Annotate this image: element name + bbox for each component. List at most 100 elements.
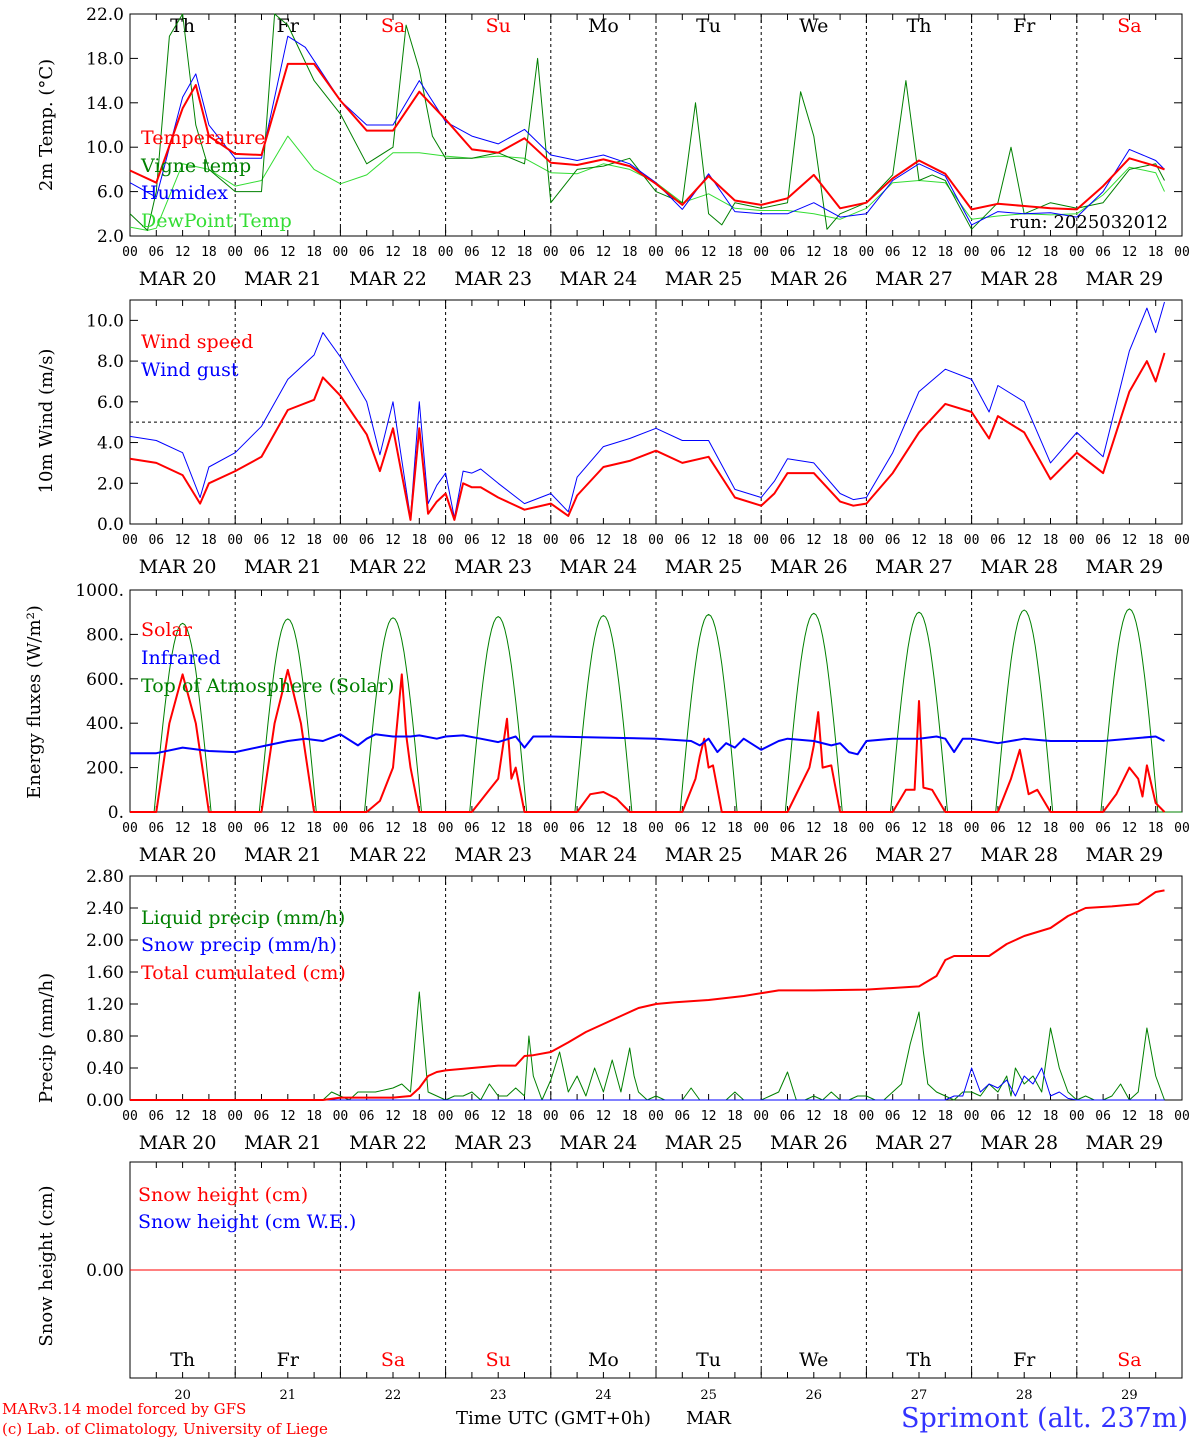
- series-vigne-temp-line: [129, 13, 1165, 231]
- hour-label: 12: [385, 821, 401, 836]
- hour-label: 00: [227, 821, 243, 836]
- panel-wind: 10m Wind (m/s) Wind speed Wind gust: [36, 331, 253, 493]
- hour-label: 06: [254, 533, 270, 548]
- hour-label: 12: [806, 533, 822, 548]
- date-label: MAR 23: [454, 556, 532, 578]
- date-label: MAR 25: [665, 556, 743, 578]
- hour-label: 06: [359, 821, 375, 836]
- hour-label: 00: [227, 1109, 243, 1124]
- ylabel-precip: Precip (mm/h): [36, 973, 57, 1103]
- date-label: MAR 28: [980, 844, 1058, 866]
- hour-label: 18: [411, 533, 427, 548]
- footer: MARv3.14 model forced by GFS (c) Lab. of…: [2, 1400, 1188, 1438]
- hour-label: 12: [280, 533, 296, 548]
- hour-label: 06: [569, 821, 585, 836]
- date-label: MAR 26: [770, 556, 848, 578]
- hour-label: 00: [964, 533, 980, 548]
- hour-label: 06: [674, 821, 690, 836]
- hour-label: 18: [411, 821, 427, 836]
- series-solar-line: [130, 668, 1166, 813]
- weekday-label: Sa: [1117, 15, 1141, 37]
- hour-label: 00: [753, 821, 769, 836]
- y-tick-label: 1.60: [86, 963, 124, 983]
- hour-label: 12: [1122, 821, 1138, 836]
- hour-label: 00: [1174, 245, 1190, 260]
- hour-label: 06: [254, 245, 270, 260]
- hour-label: 06: [148, 533, 164, 548]
- date-label: MAR 21: [244, 268, 322, 290]
- hour-label: 18: [937, 245, 953, 260]
- hour-label: 18: [306, 821, 322, 836]
- weekday-label: We: [799, 1349, 828, 1371]
- station-name: Sprimont (alt. 237m): [901, 1403, 1188, 1434]
- y-tick-label: 22.0: [86, 5, 124, 25]
- hour-label: 18: [832, 1109, 848, 1124]
- y-tick-label: 0.00: [86, 1091, 124, 1111]
- y-tick-label: 10.0: [86, 138, 124, 158]
- series-humidex-line: [129, 35, 1165, 226]
- legend-wind-speed: Wind speed: [141, 331, 253, 353]
- hour-label: 06: [780, 245, 796, 260]
- hour-label: 18: [306, 245, 322, 260]
- xaxis-month: MAR: [686, 1408, 731, 1429]
- hour-label: 00: [1069, 533, 1085, 548]
- hour-label: 00: [333, 533, 349, 548]
- hour-label: 00: [543, 821, 559, 836]
- y-tick-label: 6.0: [97, 393, 124, 413]
- hour-label: 12: [280, 821, 296, 836]
- hour-label: 00: [333, 821, 349, 836]
- hour-label: 06: [885, 533, 901, 548]
- hour-label: 06: [1095, 533, 1111, 548]
- hour-label: 06: [464, 821, 480, 836]
- axes-panel-1: 0.0 2.0 4.0 6.0 8.0 10.0 00 06 12 18 00 06 12 18 00 06 1…: [86, 299, 1190, 578]
- date-label: MAR 20: [139, 556, 217, 578]
- weekday-label: Su: [486, 1349, 511, 1371]
- date-label: MAR 28: [980, 556, 1058, 578]
- panel-precip: Precip (mm/h) Liquid precip (mm/h) Snow …: [36, 907, 346, 1103]
- legend-temperature: Temperature: [141, 127, 265, 149]
- hour-label: 00: [753, 1109, 769, 1124]
- hour-label: 00: [859, 533, 875, 548]
- hour-label: 06: [569, 1109, 585, 1124]
- weekday-label: Sa: [1117, 1349, 1141, 1371]
- series-infrared-line: [130, 733, 1165, 756]
- hour-label: 12: [911, 533, 927, 548]
- hour-label: 12: [911, 245, 927, 260]
- hour-label: 06: [359, 1109, 375, 1124]
- hour-label: 12: [385, 533, 401, 548]
- weekday-label: Tu: [696, 1349, 721, 1371]
- hour-label: 12: [175, 245, 191, 260]
- hour-label: 18: [201, 245, 217, 260]
- hour-label: 06: [990, 533, 1006, 548]
- y-tick-label: 0.00: [86, 1261, 124, 1281]
- date-label: MAR 29: [1086, 556, 1164, 578]
- hour-label: 06: [990, 821, 1006, 836]
- weekday-label: Th: [907, 15, 932, 37]
- hour-label: 00: [333, 245, 349, 260]
- hour-label: 18: [306, 533, 322, 548]
- date-label: MAR 27: [875, 844, 953, 866]
- panel-energy: Energy fluxes (W/m²) Solar Infrared Top …: [24, 605, 394, 799]
- date-label: MAR 29: [1086, 844, 1164, 866]
- hour-label: 00: [122, 821, 138, 836]
- hour-label: 12: [596, 1109, 612, 1124]
- hour-label: 06: [990, 245, 1006, 260]
- date-label: MAR 22: [349, 844, 427, 866]
- y-tick-label: 1000.: [75, 581, 124, 601]
- hour-label: 18: [937, 821, 953, 836]
- y-tick-label: 2.80: [86, 867, 124, 887]
- series-temperature-line: [129, 62, 1165, 211]
- hour-label: 18: [201, 533, 217, 548]
- hour-label: 06: [148, 1109, 164, 1124]
- date-label: MAR 20: [139, 1132, 217, 1154]
- hour-label: 12: [280, 245, 296, 260]
- hour-label: 12: [1016, 533, 1032, 548]
- copyright-credit: (c) Lab. of Climatology, University of L…: [2, 1420, 328, 1438]
- date-label: MAR 23: [454, 844, 532, 866]
- hour-label: 12: [701, 821, 717, 836]
- hour-label: 18: [517, 821, 533, 836]
- hour-label: 12: [490, 245, 506, 260]
- weekday-label: Sa: [381, 15, 405, 37]
- date-label: MAR 23: [454, 1132, 532, 1154]
